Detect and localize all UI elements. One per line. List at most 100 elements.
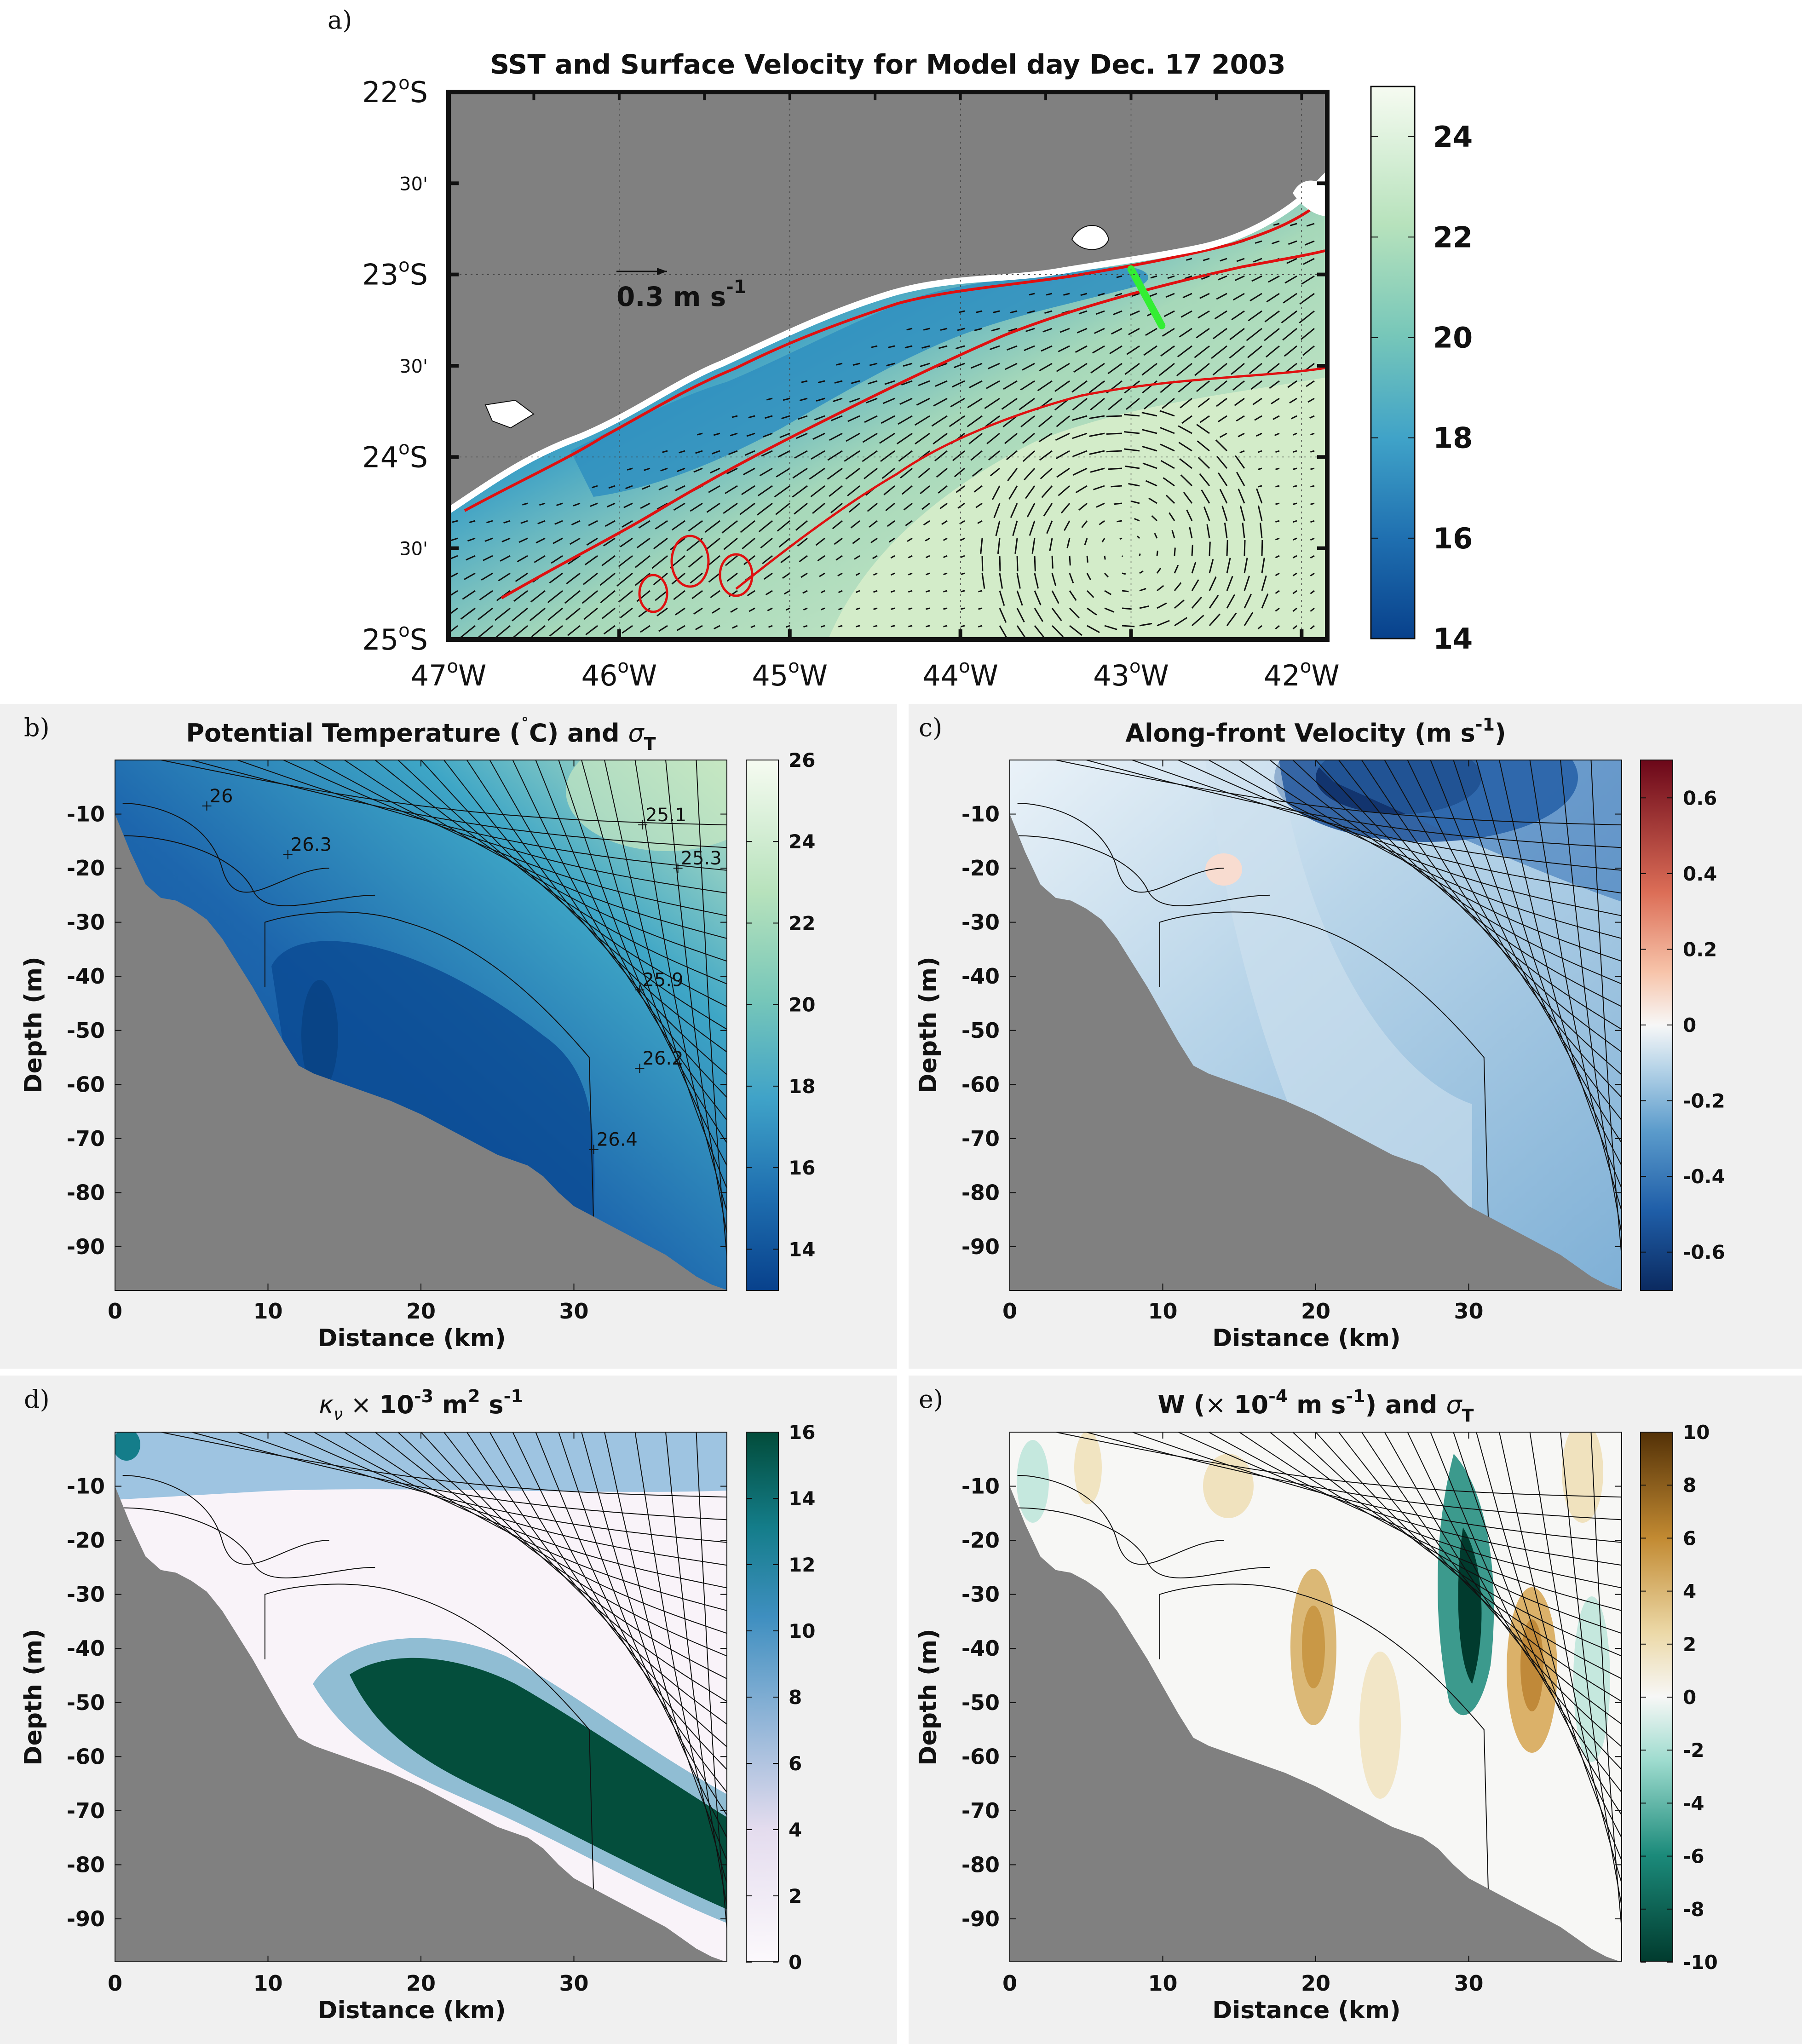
seafloor-bathymetry xyxy=(115,814,727,1290)
velocity-vector xyxy=(679,450,685,454)
velocity-vector xyxy=(989,345,1000,350)
colorbar-tick-label: -0.2 xyxy=(1683,1090,1725,1112)
velocity-vector xyxy=(1072,467,1088,476)
isopycnal-contour xyxy=(122,835,375,906)
velocity-vector xyxy=(973,485,983,493)
velocity-vector xyxy=(1020,380,1035,391)
velocity-vector xyxy=(1180,397,1192,409)
velocity-vector xyxy=(961,625,965,628)
velocity-vector xyxy=(838,625,843,628)
isopycnal-contour xyxy=(466,760,727,1053)
velocity-vector xyxy=(829,485,843,497)
velocity-vector xyxy=(883,485,895,495)
velocity-vector xyxy=(1051,608,1062,622)
velocity-vector xyxy=(1181,415,1192,424)
jet-flank xyxy=(1311,760,1622,902)
velocity-vector xyxy=(1086,573,1092,581)
sst-colorbar-tick-label: 22 xyxy=(1433,220,1473,254)
velocity-vector xyxy=(943,607,948,610)
map-lagoon xyxy=(484,399,535,429)
velocity-vector xyxy=(1039,363,1053,372)
panel-d-axes: 0 10 20 30 -10 -20 -30 -40 -50 -60 -70 -80 -90 Distan… xyxy=(20,1432,727,2024)
y-tick-label: -30 xyxy=(67,910,105,935)
velocity-vector xyxy=(742,537,755,549)
velocity-vector xyxy=(993,310,1000,313)
scale-arrow-label: 0.3 m s-1 xyxy=(616,276,747,312)
velocity-vector xyxy=(1244,558,1248,574)
velocity-vector xyxy=(933,432,948,445)
x-tick-label: 0 xyxy=(1002,1971,1017,1996)
panel-c-title: Along-front Velocity (m s-1) xyxy=(1125,714,1506,748)
velocity-vector xyxy=(520,520,528,524)
sst-colorbar-tick-label: 24 xyxy=(1433,120,1473,154)
isopycnal-contour xyxy=(1590,1432,1622,1929)
isopycnal-contour xyxy=(1407,760,1622,1098)
velocity-vector xyxy=(691,590,703,599)
map-lat-minor-label: 30' xyxy=(399,539,428,560)
velocity-vector xyxy=(1129,310,1140,316)
velocity-vector xyxy=(1235,455,1245,469)
velocity-vector xyxy=(1292,432,1297,436)
isopycnal-contour xyxy=(1476,1432,1622,1838)
velocity-vector xyxy=(908,555,913,559)
velocity-vector xyxy=(566,572,581,584)
velocity-vector xyxy=(873,625,878,628)
velocity-vector xyxy=(1114,293,1123,297)
velocity-vector xyxy=(1256,432,1262,437)
velocity-vector xyxy=(1180,474,1193,487)
velocity-vector xyxy=(986,432,1000,444)
velocity-vector xyxy=(512,607,528,622)
map-sst-front-offshore xyxy=(501,249,1325,599)
velocity-vector xyxy=(1104,572,1109,578)
velocity-vector xyxy=(725,485,738,494)
velocity-vector xyxy=(956,485,965,493)
velocity-vector xyxy=(1310,625,1315,630)
velocity-vector xyxy=(1299,310,1315,323)
isopycnal-contour xyxy=(191,760,727,848)
velocity-vector xyxy=(636,537,651,548)
velocity-vector xyxy=(1078,310,1088,315)
velocity-vector xyxy=(960,537,965,541)
isopycnal-contour xyxy=(1055,760,1622,826)
isopycnal-contour xyxy=(1384,760,1622,1075)
velocity-vector xyxy=(960,555,965,558)
velocity-vector xyxy=(467,537,476,542)
velocity-vector xyxy=(1224,523,1228,539)
velocity-vector xyxy=(690,572,703,584)
panel-e-label: e) xyxy=(919,1385,943,1414)
isopycnal-contour xyxy=(1017,803,1224,893)
velocity-vector xyxy=(1066,538,1071,548)
diffusivity-colorbar-ticks: 0 2 4 6 8 10 12 14 16 xyxy=(746,1421,815,1974)
velocity-vector xyxy=(695,450,703,454)
velocity-vector xyxy=(938,345,948,349)
velocity-vector xyxy=(782,572,790,579)
x-tick-label: 0 xyxy=(1002,1299,1017,1324)
velocity-vector xyxy=(1197,457,1210,469)
colorbar-tick-label: 6 xyxy=(789,1752,802,1775)
velocity-vector xyxy=(1189,527,1193,539)
velocity-vector xyxy=(1139,622,1152,627)
velocity-vector xyxy=(693,607,703,615)
velocity-vector xyxy=(1086,555,1088,563)
velocity-vector xyxy=(712,607,720,614)
velocity-vector xyxy=(1020,415,1035,427)
velocity-vector xyxy=(1126,397,1140,410)
y-tick-label: -60 xyxy=(961,1744,1000,1769)
velocity-vector xyxy=(642,485,651,490)
velocity-vector xyxy=(820,607,825,610)
velocity-vector xyxy=(799,397,808,402)
x-tick-label: 0 xyxy=(108,1299,122,1324)
velocity-vector xyxy=(469,520,476,523)
velocity-vector xyxy=(1040,467,1053,479)
scale-arrow-head xyxy=(657,268,667,275)
velocity-vector xyxy=(592,485,598,489)
y-tick-label: -50 xyxy=(67,1018,105,1043)
velocity-vector xyxy=(760,537,773,549)
velocity-vector xyxy=(1084,538,1088,546)
velocity-vector xyxy=(1005,363,1018,370)
velocity-vector xyxy=(623,502,633,508)
velocity-vector xyxy=(603,625,616,635)
velocity-vector xyxy=(1125,465,1140,469)
colorbar-tick-label: 24 xyxy=(789,830,815,853)
velocity-vector xyxy=(671,520,685,531)
